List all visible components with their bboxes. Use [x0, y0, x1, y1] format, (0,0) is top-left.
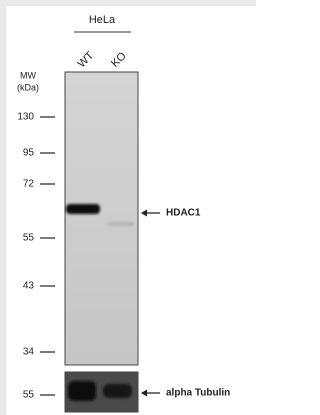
target-label: HDAC1	[166, 208, 201, 219]
blot-main	[65, 72, 138, 365]
page: {"header": {"cell_line": "HeLa", "lanes"…	[0, 0, 256, 415]
mw-unit-label: (kDa)	[17, 82, 39, 92]
band	[103, 384, 132, 398]
marker-label: 34	[23, 347, 35, 358]
marker-label: 55	[23, 233, 35, 244]
marker-label: 130	[17, 112, 34, 123]
marker-label: 43	[23, 281, 35, 292]
mw-label: MW	[20, 70, 36, 80]
marker-label: 55	[23, 390, 35, 401]
cell-line-label: HeLa	[89, 14, 116, 26]
marker-label: 95	[23, 148, 35, 159]
band	[66, 204, 100, 214]
marker-label: 72	[23, 179, 35, 190]
band	[68, 381, 96, 401]
target-label: alpha Tubulin	[166, 388, 230, 399]
band	[108, 222, 134, 226]
